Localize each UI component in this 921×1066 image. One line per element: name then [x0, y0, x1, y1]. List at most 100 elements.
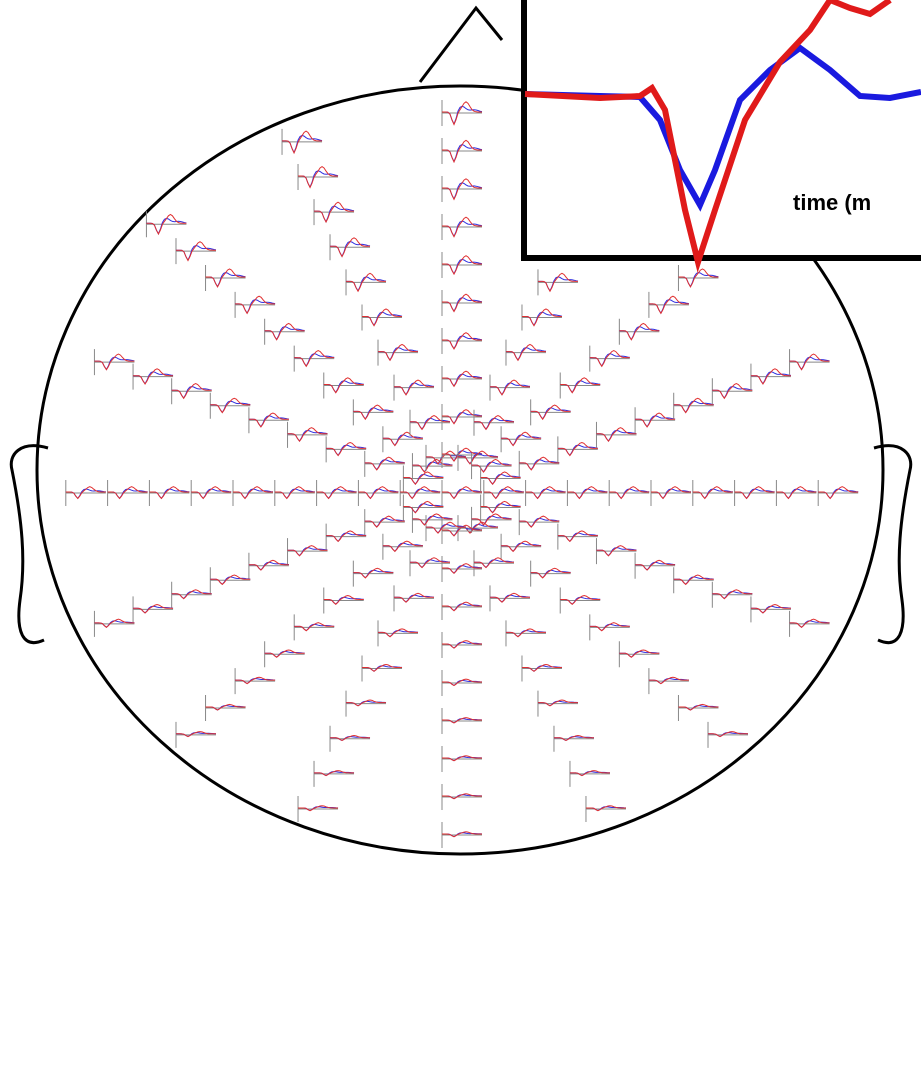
plot-axis — [489, 374, 530, 401]
plot-axis — [205, 265, 246, 292]
red-wave — [519, 456, 560, 471]
plot-axis — [589, 614, 630, 641]
electrode-plot — [411, 506, 453, 533]
plot-axis — [441, 252, 482, 278]
red-wave — [298, 805, 339, 812]
plot-axis — [411, 506, 453, 533]
red-wave — [314, 770, 355, 777]
red-wave — [171, 383, 212, 400]
plot-axis — [325, 523, 367, 550]
blue-wave — [175, 244, 217, 262]
electrode-plot — [171, 581, 212, 608]
electrode-plot — [234, 291, 276, 318]
blue-wave — [473, 417, 515, 430]
plot-axis — [480, 465, 521, 492]
red-wave — [501, 431, 542, 447]
electrode-plot — [648, 668, 689, 695]
red-wave — [473, 414, 514, 431]
electrode-plot — [589, 345, 630, 372]
electrode-plot — [190, 480, 232, 506]
electrode-plot — [677, 694, 719, 721]
plot-axis — [441, 100, 482, 126]
blue-wave — [519, 459, 560, 471]
plot-axis — [489, 585, 530, 612]
electrode-plot — [364, 509, 405, 536]
red-wave — [442, 101, 482, 126]
electrode-plot — [281, 128, 323, 155]
electrode-plot — [489, 374, 531, 401]
red-wave — [264, 649, 305, 658]
red-wave — [287, 427, 328, 443]
electrode-plot — [775, 480, 817, 506]
plot-axis — [618, 318, 660, 345]
plot-axis — [441, 556, 482, 582]
red-wave — [146, 213, 187, 236]
electrode-plot — [473, 409, 515, 436]
red-wave — [442, 139, 482, 164]
electrode-plot — [205, 694, 246, 721]
red-wave — [353, 567, 394, 579]
red-wave — [378, 343, 419, 362]
red-wave — [205, 703, 246, 711]
plot-axis — [293, 345, 335, 372]
red-wave — [330, 734, 371, 742]
blue-wave — [480, 503, 521, 514]
plot-axis — [171, 581, 212, 608]
blue-wave — [483, 488, 524, 500]
blue-wave — [346, 276, 387, 292]
blue-wave — [648, 299, 689, 315]
plot-axis — [313, 199, 355, 226]
electrode-plot — [382, 426, 423, 453]
electrode-plot — [148, 480, 190, 506]
red-wave — [619, 649, 660, 658]
electrode-plot — [673, 392, 714, 419]
electrode-plot — [313, 760, 355, 787]
plot-axis — [274, 480, 315, 506]
red-wave — [569, 770, 610, 777]
red-wave — [205, 268, 246, 288]
plot-axis — [329, 725, 371, 752]
electrode-plot — [483, 480, 524, 506]
plot-axis — [441, 594, 482, 620]
blue-wave — [210, 400, 251, 414]
plot-axis — [441, 746, 482, 772]
plot-axis — [175, 721, 216, 748]
red-wave — [382, 431, 423, 447]
red-wave — [530, 404, 571, 421]
electrode-plot — [441, 556, 483, 582]
plot-axis — [441, 138, 482, 164]
red-wave — [94, 353, 135, 371]
red-wave — [442, 216, 482, 238]
plot-axis — [316, 480, 357, 506]
plot-axis — [566, 480, 608, 506]
electrode-plot — [441, 746, 483, 772]
blue-wave — [326, 532, 367, 543]
blue-wave — [233, 488, 274, 500]
inset-plot: time (m — [521, 0, 921, 273]
red-wave — [567, 486, 608, 500]
blue-wave — [560, 380, 601, 394]
red-wave — [553, 734, 594, 742]
red-wave — [619, 322, 660, 341]
red-wave — [589, 622, 630, 632]
electrode-plot — [209, 392, 251, 419]
red-wave — [521, 663, 562, 672]
electrode-plot — [441, 252, 483, 278]
blue-wave — [146, 217, 187, 235]
electrode-plot — [441, 480, 483, 506]
blue-wave — [394, 382, 435, 396]
blue-wave — [818, 488, 859, 500]
blue-wave — [107, 488, 148, 500]
electrode-plot — [618, 641, 660, 668]
red-wave — [133, 603, 174, 614]
blue-wave — [557, 532, 598, 543]
electrode-plot — [692, 480, 733, 506]
electrode-plot — [441, 328, 483, 354]
plot-axis — [750, 363, 791, 390]
red-wave — [442, 831, 482, 838]
plot-axis — [441, 670, 482, 696]
plot-axis — [377, 339, 419, 366]
blue-wave — [403, 473, 444, 485]
red-wave — [678, 703, 719, 711]
